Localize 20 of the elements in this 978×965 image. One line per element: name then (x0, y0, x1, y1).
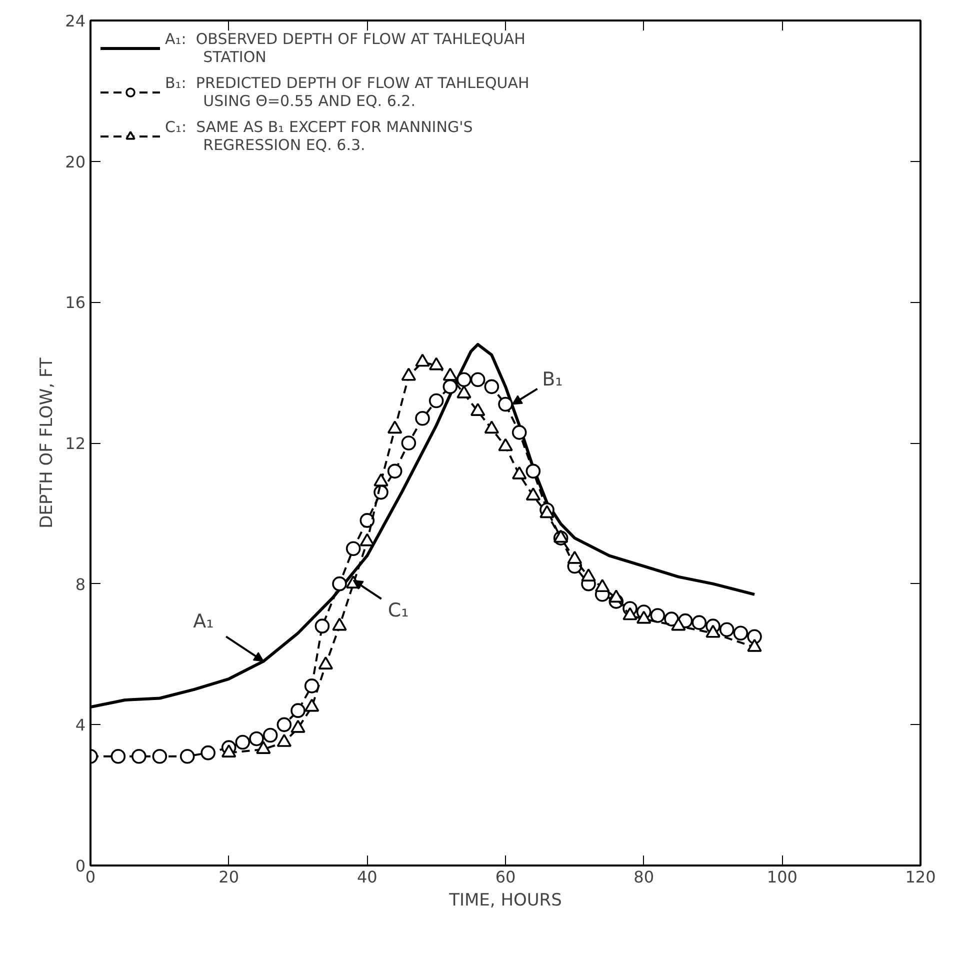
x-axis-title: TIME, HOURS (448, 890, 562, 910)
x-tick-label: 40 (356, 868, 378, 886)
legend-label: A₁: OBSERVED DEPTH OF FLOW AT TAHLEQUAH STATION (165, 30, 526, 66)
y-tick-label: 24 (65, 12, 86, 30)
annotation: A₁ (193, 610, 214, 632)
x-tick-label: 120 (905, 868, 936, 886)
y-tick-label: 8 (75, 574, 86, 594)
annotation: C₁ (388, 599, 409, 622)
legend-label: C₁: SAME AS B₁ EXCEPT FOR MANNING'S REGRESSION EQ. 6.3. (165, 118, 473, 154)
x-tick-label: 60 (495, 868, 516, 886)
legend-label: B₁: PREDICTED DEPTH OF FLOW AT TAHLEQUAH USING Θ=0.55 AND EQ. 6.2. (165, 74, 530, 110)
annotation: B₁ (542, 368, 563, 390)
x-tick-label: 100 (766, 868, 798, 886)
y-axis-title: DEPTH OF FLOW, FT (37, 357, 58, 528)
x-tick-label: 20 (218, 868, 240, 886)
y-tick-label: 16 (65, 293, 86, 312)
y-tick-label: 12 (65, 434, 86, 453)
y-tick-label: 20 (65, 152, 86, 172)
x-tick-label: 80 (634, 868, 654, 886)
y-tick-label: 4 (75, 716, 86, 735)
